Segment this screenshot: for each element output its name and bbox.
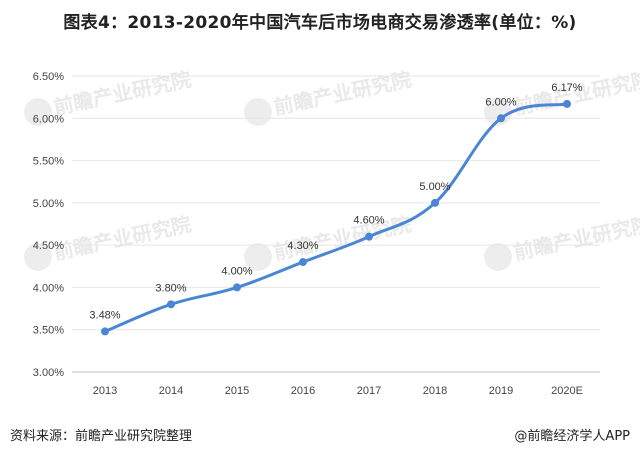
x-tick-label: 2013 bbox=[93, 385, 117, 397]
y-axis: 3.00% 3.50% 4.00% 4.50% 5.00% 5.50% 6.00% 6.50% bbox=[33, 71, 64, 379]
x-tick-label: 2015 bbox=[225, 385, 249, 397]
x-tick-label: 2014 bbox=[159, 385, 183, 397]
data-point bbox=[101, 327, 109, 336]
x-axis: 2013 2014 2015 2016 2017 2018 2019 2020E bbox=[93, 385, 583, 397]
x-tick-label: 2018 bbox=[423, 385, 447, 397]
watermark-logo bbox=[24, 98, 52, 126]
data-point bbox=[167, 300, 175, 309]
data-point bbox=[497, 114, 505, 123]
watermark-text: 前瞻产业研究院 bbox=[51, 67, 193, 120]
x-tick-label: 2016 bbox=[291, 385, 315, 397]
watermark-text: 前瞻产业研究院 bbox=[271, 212, 413, 265]
watermark-text: 前瞻产业研究院 bbox=[271, 67, 413, 120]
data-labels: 3.48% 3.80% 4.00% 4.30% 4.60% 5.00% 6.00% 6.17% bbox=[89, 82, 582, 321]
y-tick-label: 6.50% bbox=[33, 71, 64, 83]
data-point bbox=[563, 99, 571, 108]
watermark-text: 前瞻产业研究院 bbox=[511, 212, 640, 265]
data-point bbox=[431, 198, 439, 207]
y-tick-label: 3.00% bbox=[33, 367, 64, 379]
data-label: 4.00% bbox=[221, 265, 252, 277]
series-line bbox=[103, 102, 569, 333]
y-tick-label: 6.00% bbox=[33, 113, 64, 125]
data-point bbox=[233, 283, 241, 292]
data-label: 6.00% bbox=[485, 96, 516, 108]
data-point bbox=[365, 232, 373, 241]
y-tick-label: 5.00% bbox=[33, 198, 64, 210]
watermark-logo bbox=[484, 243, 512, 271]
grid-lines bbox=[72, 75, 600, 373]
y-tick-label: 4.50% bbox=[33, 240, 64, 252]
data-label: 3.80% bbox=[155, 282, 186, 294]
data-label: 4.60% bbox=[353, 215, 384, 227]
watermark-logo bbox=[484, 98, 512, 126]
chart-title: 图表4：2013-2020年中国汽车后市场电商交易渗透率(单位：%) bbox=[63, 13, 577, 33]
watermark-text: 前瞻产业研究院 bbox=[51, 212, 193, 265]
x-tick-label: 2019 bbox=[489, 385, 513, 397]
data-point bbox=[299, 258, 307, 267]
attribution: @前瞻经济学人APP bbox=[514, 429, 630, 444]
data-label: 3.48% bbox=[89, 309, 120, 321]
data-label: 4.30% bbox=[287, 240, 318, 252]
y-tick-label: 5.50% bbox=[33, 156, 64, 168]
x-tick-label: 2017 bbox=[357, 385, 381, 397]
data-label: 6.17% bbox=[551, 82, 582, 94]
data-label: 5.00% bbox=[419, 181, 450, 193]
watermark-logo bbox=[244, 98, 272, 126]
x-tick-label: 2020E bbox=[551, 385, 583, 397]
source-note: 资料来源：前瞻产业研究院整理 bbox=[10, 429, 193, 444]
watermark-logo bbox=[244, 243, 272, 271]
y-tick-label: 4.00% bbox=[33, 282, 64, 294]
data-points bbox=[101, 99, 571, 336]
watermark-logo bbox=[24, 243, 52, 271]
y-tick-label: 3.50% bbox=[33, 325, 64, 337]
